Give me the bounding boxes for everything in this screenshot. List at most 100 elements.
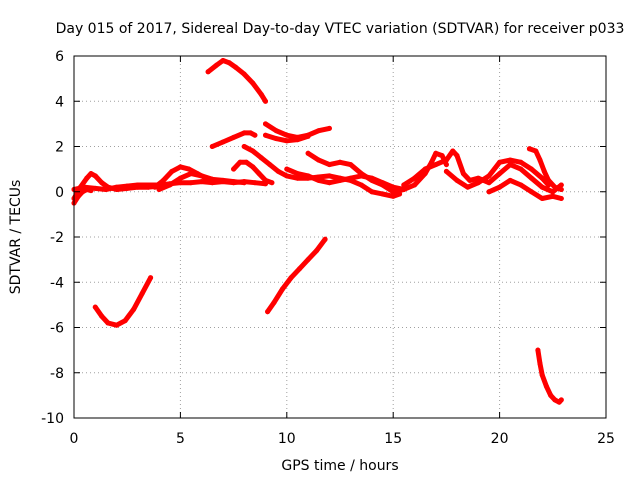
data-point — [507, 162, 513, 168]
data-point — [263, 121, 268, 127]
data-point — [105, 320, 111, 326]
data-point — [167, 182, 173, 188]
data-point — [326, 125, 332, 131]
data-point — [305, 257, 311, 263]
data-point — [84, 187, 90, 192]
data-point — [526, 146, 532, 152]
data-point — [205, 69, 211, 75]
data-point — [220, 139, 226, 145]
data-point — [305, 173, 311, 179]
data-point — [241, 71, 247, 77]
data-point — [369, 189, 375, 195]
data-point — [294, 137, 300, 143]
data-point — [305, 133, 311, 139]
data-point — [252, 180, 258, 186]
data-point — [284, 173, 290, 179]
data-point — [284, 132, 290, 138]
data-point — [122, 318, 128, 324]
data-point — [294, 175, 300, 181]
data-point — [539, 184, 545, 190]
data-point — [518, 166, 524, 172]
data-point — [550, 193, 556, 199]
data-point — [252, 132, 258, 138]
data-point — [552, 184, 558, 190]
data-point — [177, 164, 183, 170]
data-point — [80, 189, 85, 195]
data-point — [539, 196, 545, 201]
data-point — [265, 309, 271, 315]
x-axis-label: GPS time / hours — [281, 458, 398, 474]
data-point — [486, 180, 492, 186]
data-point — [177, 175, 183, 181]
data-point — [529, 175, 534, 181]
data-point — [305, 150, 311, 156]
data-point — [188, 171, 194, 177]
data-point — [314, 248, 320, 254]
data-point — [358, 173, 364, 179]
data-point — [99, 180, 105, 186]
data-point — [541, 168, 547, 174]
data-point — [518, 159, 524, 165]
grid-layer — [74, 56, 606, 418]
data-point — [369, 175, 375, 181]
data-point — [99, 313, 105, 319]
data-point — [231, 166, 237, 172]
data-point — [486, 189, 492, 195]
data-point — [226, 60, 232, 66]
tick-layer: 0 5 10 15 20 25 -10 -8 -6 -4 -2 0 2 4 6 — [41, 49, 615, 447]
data-point — [337, 159, 343, 165]
data-point — [297, 266, 303, 272]
data-point — [401, 182, 407, 188]
data-point — [390, 184, 396, 190]
data-point — [269, 180, 275, 186]
data-point — [75, 193, 81, 199]
y-tick-label: -10 — [41, 411, 64, 427]
y-tick-label: -2 — [50, 230, 64, 246]
data-point — [284, 166, 290, 172]
data-point — [250, 148, 256, 154]
data-point — [271, 300, 277, 306]
data-point — [258, 155, 264, 161]
data-point — [422, 166, 428, 172]
data-point — [412, 182, 417, 188]
data-point — [294, 171, 300, 177]
plot-frame — [73, 55, 607, 419]
data-point — [231, 134, 237, 140]
data-point — [169, 168, 175, 174]
data-point — [241, 130, 247, 136]
y-tick-label: 0 — [55, 185, 64, 201]
data-point — [288, 275, 294, 281]
data-point — [443, 162, 449, 168]
data-point — [548, 392, 554, 398]
data-point — [220, 58, 226, 63]
x-tick-label: 20 — [491, 431, 509, 447]
data-point — [450, 148, 456, 154]
data-point — [486, 173, 492, 179]
y-tick-label: 6 — [55, 49, 64, 65]
data-point — [263, 132, 268, 138]
data-point — [139, 291, 145, 297]
series-track-14 — [305, 150, 407, 195]
data-point — [433, 162, 439, 168]
data-point — [546, 177, 551, 183]
data-point — [103, 187, 109, 192]
data-point — [233, 64, 239, 70]
data-point — [241, 144, 247, 149]
data-point — [248, 130, 254, 136]
y-tick-label: 4 — [55, 94, 64, 110]
data-point — [460, 171, 466, 177]
data-point — [348, 175, 354, 181]
x-tick-label: 0 — [70, 431, 79, 447]
data-point — [401, 187, 407, 192]
x-tick-label: 25 — [597, 431, 615, 447]
data-point — [186, 166, 192, 172]
data-point — [497, 159, 503, 165]
series-track-13 — [241, 144, 403, 199]
data-point — [124, 183, 130, 189]
data-point — [529, 189, 534, 195]
data-point — [539, 175, 545, 181]
data-point — [558, 182, 564, 188]
data-point — [199, 179, 205, 185]
data-point — [326, 162, 332, 168]
data-point — [131, 306, 137, 312]
